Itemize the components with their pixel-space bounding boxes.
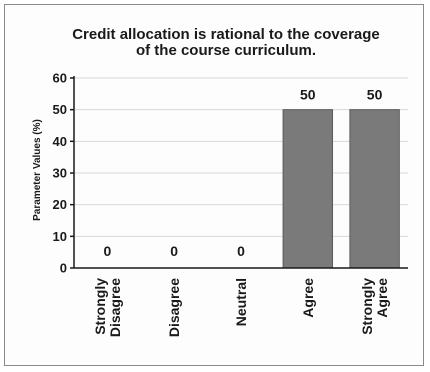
data-label-0: 0 — [104, 243, 112, 259]
category-label-3: Agree — [300, 278, 316, 318]
data-label-1: 0 — [170, 243, 178, 259]
category-label-2: Neutral — [233, 278, 249, 326]
chart-title-line-2: of the course curriculum. — [136, 42, 316, 59]
bar-3 — [282, 109, 334, 269]
data-label-2: 0 — [237, 243, 245, 259]
category-label-2-line-0: Neutral — [233, 278, 249, 326]
category-label-0: Strongly Disagree — [92, 278, 123, 337]
data-label-4: 50 — [367, 87, 383, 103]
category-label-4-line-0: Strongly — [359, 278, 375, 335]
category-label-0-line-0: Strongly — [92, 278, 108, 335]
y-tick-label-0: 0 — [60, 261, 67, 276]
chart-title-line-1: Credit allocation is rational to the cov… — [72, 26, 380, 43]
category-labels: Strongly Disagree Disagree Neutral Agree Stro… — [92, 278, 390, 337]
y-tick-label-30: 30 — [53, 166, 67, 181]
axes: 0 10 20 30 40 50 60 — [53, 71, 408, 276]
y-tick-label-20: 20 — [53, 197, 67, 212]
bar-4 — [349, 109, 400, 269]
y-axis-label: Parameter Values (%) — [32, 119, 43, 221]
category-label-1-line-0: Disagree — [166, 278, 182, 337]
y-tick-label-50: 50 — [53, 102, 67, 117]
bars — [282, 109, 400, 269]
y-tick-label-40: 40 — [53, 134, 67, 149]
category-label-1: Disagree — [166, 278, 182, 337]
category-label-3-line-0: Agree — [300, 278, 316, 318]
y-tick-label-10: 10 — [53, 229, 67, 244]
category-label-4: Strongly Agree — [359, 278, 390, 335]
data-labels: 0 0 0 50 50 — [104, 87, 383, 259]
category-label-0-line-1: Disagree — [107, 278, 123, 337]
data-label-3: 50 — [300, 87, 316, 103]
y-tick-label-60: 60 — [53, 71, 67, 86]
category-label-4-line-1: Agree — [374, 278, 390, 318]
